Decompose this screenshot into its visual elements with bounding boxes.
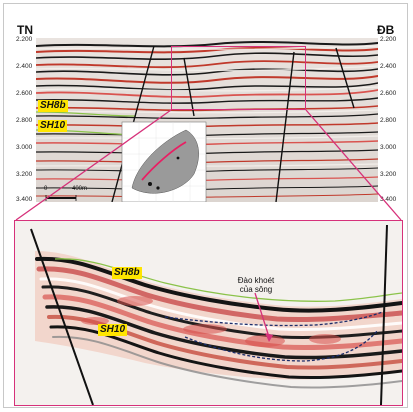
seismic-section-overview: 0 400m <box>36 38 378 202</box>
seismic-detail-svg <box>15 221 402 405</box>
y-tick-right: 3.400 <box>380 196 397 203</box>
channel-incision-annotation: Đào khoét của sông <box>226 276 286 294</box>
scale-bar-end: 400m <box>72 186 88 192</box>
scale-bar-start: 0 <box>44 186 48 192</box>
y-tick-right: 2.200 <box>380 36 397 43</box>
horizon-label-sh8b-detail: SH8b <box>112 267 142 279</box>
annotation-line-1: Đào khoét <box>237 276 275 285</box>
y-tick-left: 3.200 <box>16 171 33 178</box>
horizon-label-sh10-overview: SH10 <box>38 120 68 132</box>
y-tick-left: 2.600 <box>16 90 33 97</box>
y-tick-right: 3.000 <box>380 144 397 151</box>
y-tick-left: 3.400 <box>16 196 33 203</box>
horizon-label-sh8b-overview: SH8b <box>38 100 68 112</box>
seismic-overview-svg <box>36 38 378 202</box>
zoom-highlight-box <box>171 46 306 110</box>
y-tick-right: 3.200 <box>380 171 397 178</box>
y-tick-left: 2.800 <box>16 117 33 124</box>
y-tick-right: 2.600 <box>380 90 397 97</box>
horizon-label-sh10-detail: SH10 <box>98 324 128 336</box>
seismic-section-detail <box>14 220 403 406</box>
y-tick-right: 2.400 <box>380 63 397 70</box>
y-tick-right: 2.800 <box>380 117 397 124</box>
direction-label-right: ĐB <box>377 23 395 37</box>
y-tick-left: 3.000 <box>16 144 33 151</box>
y-tick-left: 2.200 <box>16 36 33 43</box>
annotation-line-2: của sông <box>239 285 273 294</box>
direction-label-left: TN <box>17 23 33 37</box>
y-tick-left: 2.400 <box>16 63 33 70</box>
